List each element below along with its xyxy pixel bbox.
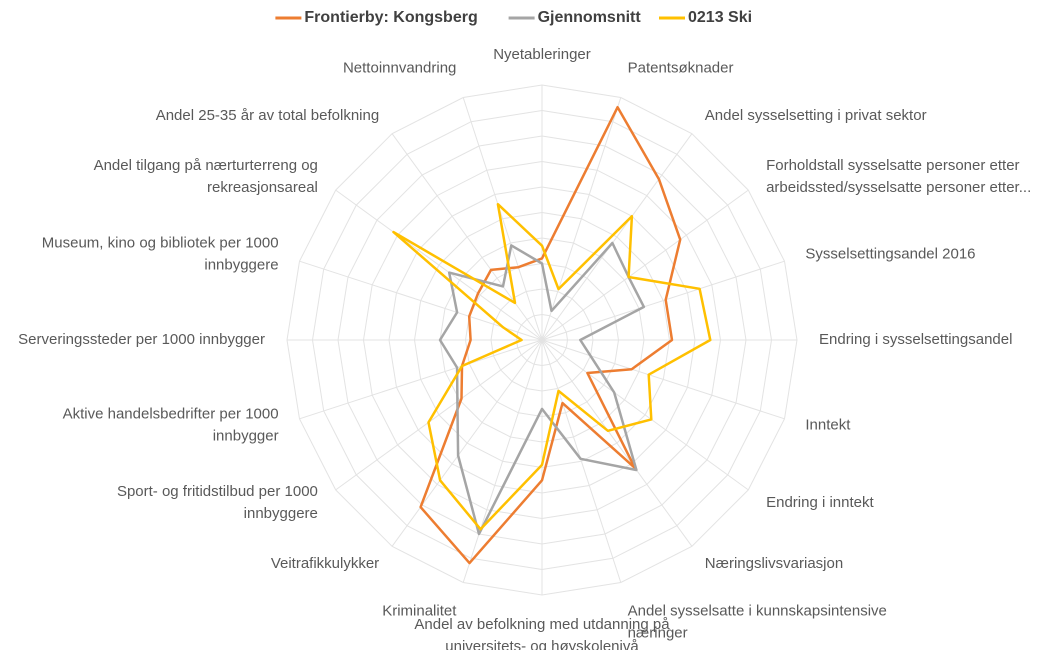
spoke (541, 133, 693, 341)
series-line (419, 105, 682, 565)
legend-label: Frontierby: Kongsberg (304, 9, 477, 26)
category-label: Andel av befolkning med utdanning på (414, 616, 670, 633)
spoke (541, 339, 749, 491)
legend-label: 0213 Ski (688, 9, 752, 26)
spoke (462, 339, 543, 583)
category-label: Andel sysselsetting i privat sektor (705, 107, 927, 124)
spoke (391, 339, 543, 547)
category-label: Nettoinnvandring (343, 60, 456, 77)
spoke (335, 189, 543, 341)
category-label: Museum, kino og bibliotek per 1000 (42, 234, 279, 251)
category-label: Nyetableringer (493, 46, 591, 63)
spoke (541, 260, 785, 341)
legend-label: Gjennomsnitt (538, 9, 642, 26)
category-label: innbyggere (204, 256, 278, 273)
spoke (541, 339, 622, 583)
category-label: Endring i inntekt (766, 494, 874, 511)
spoke (541, 339, 693, 547)
spoke (391, 133, 543, 341)
category-label: næringer (628, 624, 688, 641)
category-label: Veitrafikkulykker (271, 555, 379, 572)
category-label: Andel 25-35 år av total befolkning (156, 107, 379, 124)
series-line (438, 241, 646, 536)
category-label: innbyggere (244, 505, 318, 522)
category-label: Sport- og fritidstilbud per 1000 (117, 483, 318, 500)
series-line (392, 202, 712, 531)
category-label: innbygger (213, 428, 279, 445)
spoke (299, 339, 543, 420)
category-label: Patentsøknader (628, 60, 734, 77)
category-label: Serveringssteder per 1000 innbygger (18, 331, 265, 348)
category-label: rekreasjonsareal (207, 179, 318, 196)
category-label: Andel sysselsatte i kunnskapsintensive (628, 602, 887, 619)
spoke (541, 189, 749, 341)
category-label: Sysselsettingsandel 2016 (805, 245, 975, 262)
category-label: Endring i sysselsettingsandel (819, 331, 1012, 348)
category-label: Inntekt (805, 417, 851, 434)
spoke (541, 339, 785, 420)
category-label: Næringslivsvariasjon (705, 555, 843, 572)
spoke (462, 97, 543, 341)
category-label: Andel tilgang på nærturterreng og (94, 157, 318, 174)
category-label: Aktive handelsbedrifter per 1000 (63, 406, 279, 423)
spoke (541, 97, 622, 341)
category-label: universitets- og høyskolenivå (445, 638, 639, 650)
category-label: Forholdstall sysselsatte personer etter (766, 157, 1019, 174)
spoke (335, 339, 543, 491)
category-label: Kriminalitet (382, 602, 457, 619)
category-label: arbeidssted/sysselsatte personer etter..… (766, 179, 1031, 196)
